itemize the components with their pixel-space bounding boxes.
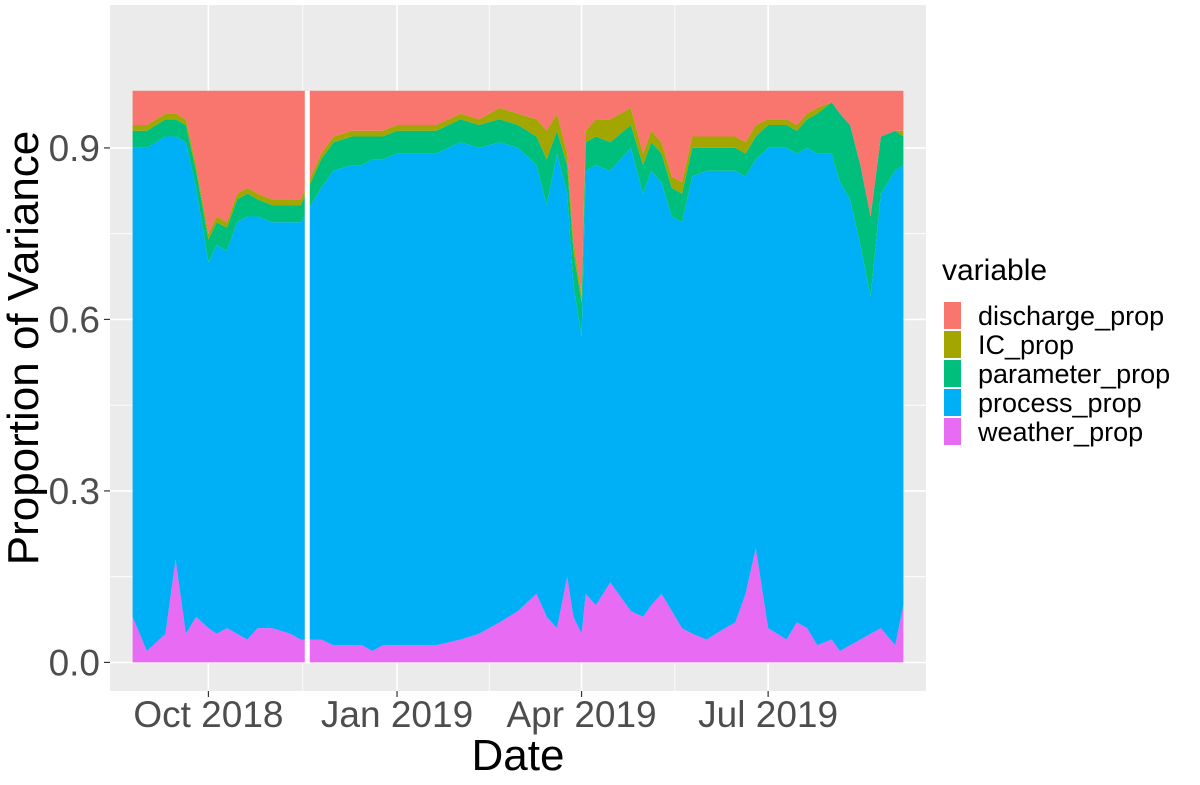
x-tick-label: Oct 2018 [133, 694, 283, 735]
x-tick-label: Jan 2019 [321, 694, 473, 735]
x-axis: Oct 2018 Jan 2019 Apr 2019 Jul 2019 [133, 691, 838, 735]
legend-key-process_prop [944, 389, 961, 416]
area-weather_prop [132, 548, 904, 663]
area-discharge_prop [132, 90, 904, 297]
x-axis-title: Date [472, 731, 565, 780]
legend-key-parameter_prop [944, 360, 961, 387]
legend-key-IC_prop [944, 331, 961, 358]
x-tick-label: Apr 2019 [506, 694, 656, 735]
y-tick-label: 0.9 [49, 128, 100, 169]
legend-label-process_prop: process_prop [978, 388, 1142, 418]
legend-label-parameter_prop: parameter_prop [978, 359, 1170, 389]
area-series [132, 90, 904, 664]
y-axis-title: Proportion of Variance [0, 131, 48, 566]
legend-label-discharge_prop: discharge_prop [978, 301, 1164, 331]
legend-label-weather_prop: weather_prop [977, 417, 1143, 447]
data-gap [304, 90, 310, 664]
area-IC_prop [132, 102, 904, 303]
legend-title: variable [942, 254, 1047, 287]
y-tick-label: 0.6 [49, 299, 100, 340]
y-tick-label: 0.0 [49, 642, 100, 683]
y-tick-label: 0.3 [49, 471, 100, 512]
x-tick-label: Jul 2019 [698, 694, 838, 735]
legend-key-weather_prop [944, 418, 961, 445]
legend-label-IC_prop: IC_prop [978, 330, 1074, 360]
legend-key-discharge_prop [944, 302, 961, 329]
y-axis: 0.0 0.3 0.6 0.9 [49, 128, 110, 683]
area-parameter_prop [132, 102, 904, 337]
area-process_prop [132, 136, 904, 651]
legend: variable discharge_propIC_propparameter_… [942, 254, 1170, 447]
